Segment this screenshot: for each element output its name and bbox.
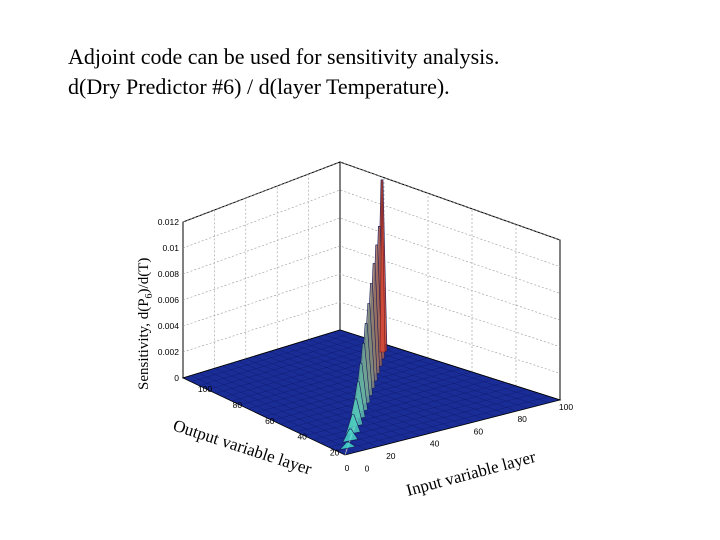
ridge-slice (342, 428, 359, 443)
z-gridline (182, 161, 561, 241)
y-tick-label: 0 (345, 463, 350, 473)
ridge-slice (339, 441, 357, 451)
y-tick-label: 40 (430, 439, 440, 449)
sensitivity-ridge (339, 179, 388, 451)
floor-mesh-line (296, 378, 495, 433)
z-tick-label: 0.012 (158, 217, 180, 227)
x-tick-label: 80 (233, 400, 243, 410)
floor-mesh-line (288, 375, 484, 429)
x-tick-label: 40 (297, 432, 307, 442)
x-tick-label: 0 (365, 464, 370, 474)
z-tick-label: 0.006 (158, 295, 180, 305)
title-line-1: Adjoint code can be used for sensitivity… (68, 44, 500, 69)
floor-mesh-line (300, 341, 507, 414)
y-tick-label: 80 (517, 414, 527, 424)
z-tick-label: 0.008 (158, 269, 180, 279)
x-tick-label: 20 (330, 448, 340, 458)
z-gridline (182, 245, 561, 321)
title-line-2: d(Dry Predictor #6) / d(layer Temperatur… (68, 74, 450, 99)
floor-mesh-line (312, 385, 517, 440)
floor-mesh-line (324, 334, 539, 406)
floor-mesh-line (304, 382, 506, 436)
floor-mesh-line (277, 349, 475, 423)
z-tick-label: 0 (174, 373, 179, 383)
y-axis-label: Input variable layer (404, 447, 538, 500)
floor-mesh-line (308, 339, 518, 412)
z-gridline (182, 273, 561, 347)
floor-mesh-line (292, 344, 496, 417)
y-tick-label: 60 (474, 426, 484, 436)
z-tick-label: 0.01 (162, 243, 179, 253)
x-tick-label: 100 (198, 384, 212, 394)
z-gridline (182, 301, 561, 374)
y-tick-label: 100 (559, 402, 573, 412)
y-tick-label: 20 (386, 451, 396, 461)
ridge-peak (379, 179, 386, 353)
x-tick-label: 60 (265, 416, 275, 426)
z-tick-label: 0.002 (158, 347, 180, 357)
floor-mesh-line (316, 337, 528, 409)
floor-mesh-line (328, 392, 539, 448)
floor-mesh-line (336, 396, 550, 452)
z-gridline (182, 217, 561, 294)
z-tick-label: 0.004 (158, 321, 180, 331)
floor-mesh-line (280, 371, 473, 425)
floor-mesh-line (284, 346, 485, 420)
axis-ticks: 0 0.002 0.004 0.006 0.008 0.01 0.012 100 80 60 40 2… (158, 217, 574, 474)
